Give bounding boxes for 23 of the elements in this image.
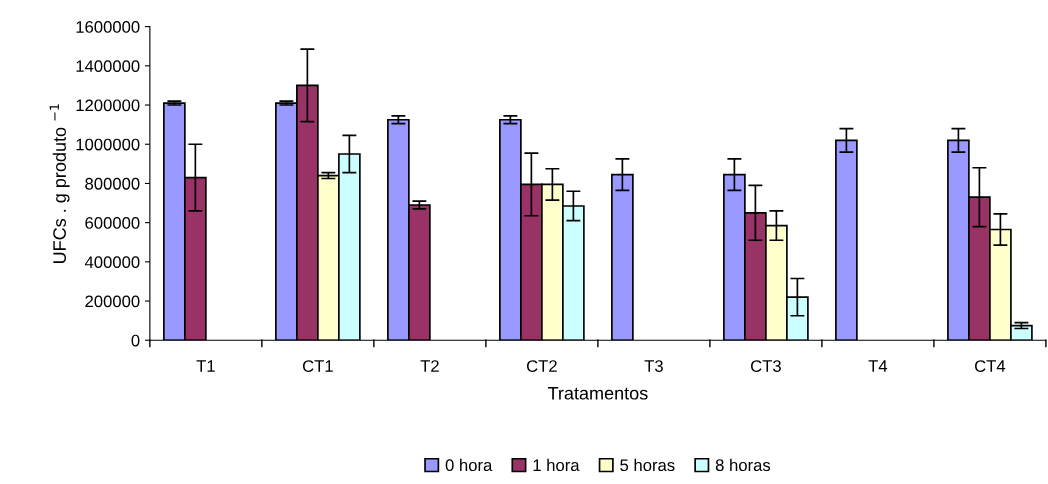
legend-label: 1 hora	[533, 458, 580, 472]
y-tick-label: 200000	[85, 295, 140, 308]
x-tick-label: CT2	[526, 360, 557, 372]
y-tick-label: 1200000	[76, 99, 140, 112]
x-axis-title: Tratamentos	[547, 387, 648, 400]
x-tick-label: CT3	[751, 360, 781, 372]
x-tick-label: CT1	[302, 360, 333, 372]
y-tick-label: 800000	[85, 177, 140, 190]
legend-label: 0 hora	[445, 458, 493, 472]
x-tick-label: T2	[420, 360, 439, 372]
x-tick-label: T3	[644, 360, 663, 372]
y-tick-label: 1400000	[76, 60, 140, 73]
x-tick-label: T1	[196, 360, 215, 372]
y-tick-label: 600000	[85, 217, 140, 229]
x-tick-label: CT4	[975, 360, 1006, 372]
y-tick-label: 1600000	[76, 21, 140, 33]
legend-label: 8 horas	[715, 458, 771, 472]
y-axis-title: UFCs . g produto $^{−1}$	[49, 104, 70, 264]
y-tick-label: 1000000	[76, 138, 140, 151]
y-tick-label: 400000	[84, 256, 140, 269]
x-tick-label: T4	[868, 360, 888, 372]
y-tick-label: 0	[131, 334, 140, 347]
legend-label: 5 horas	[620, 458, 675, 472]
